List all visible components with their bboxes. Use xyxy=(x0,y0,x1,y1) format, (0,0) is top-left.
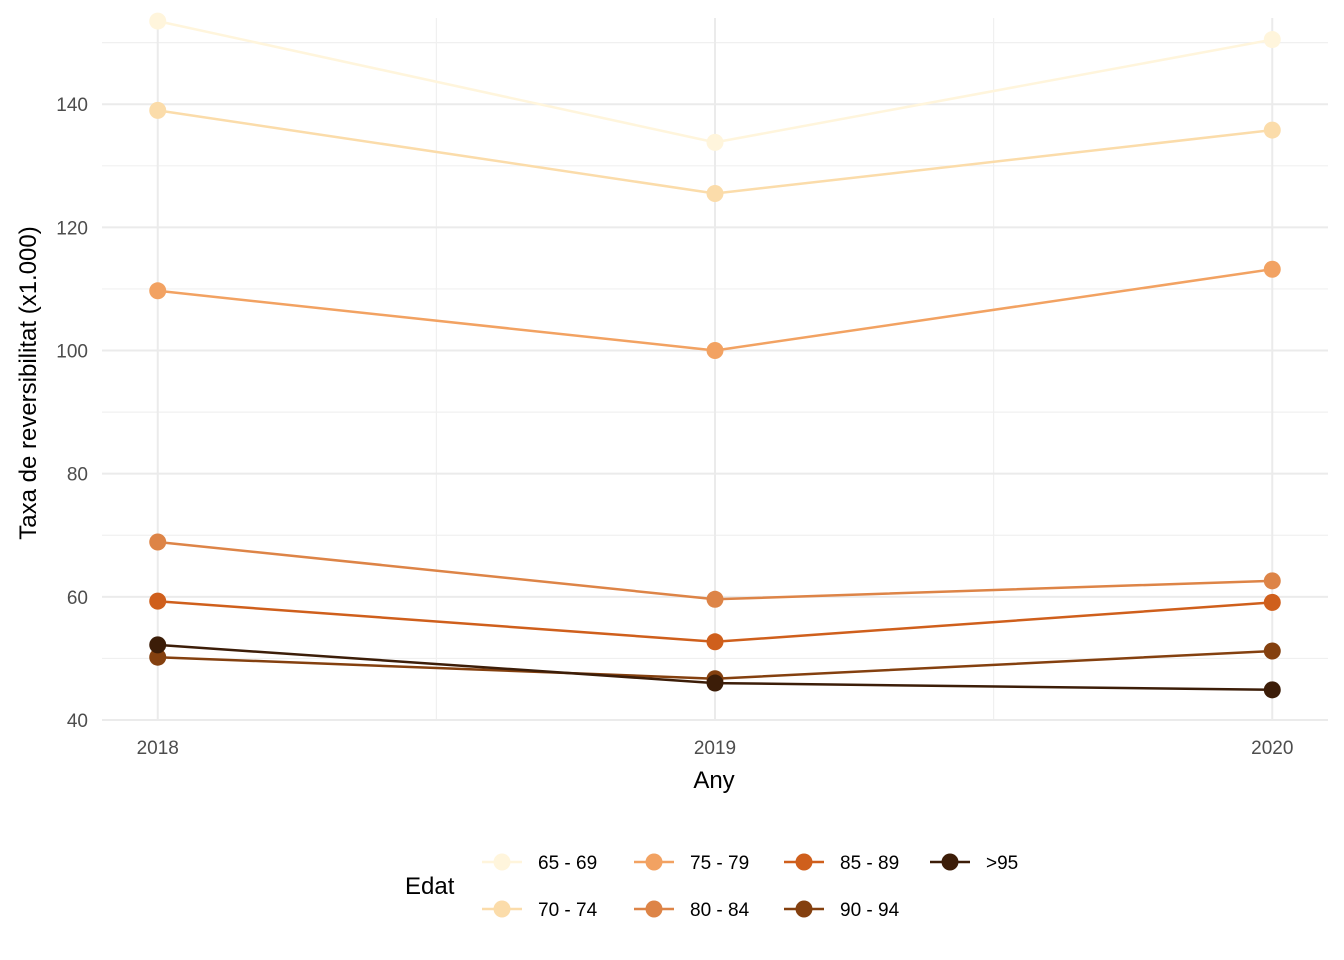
data-point xyxy=(1263,681,1281,699)
y-tick-label: 80 xyxy=(67,465,88,486)
data-point xyxy=(706,590,724,608)
data-point xyxy=(1263,31,1281,49)
legend-label: 65 - 69 xyxy=(538,853,597,874)
legend: Edat 65 - 69 70 - 74 75 - 79 80 - 84 85 - 89… xyxy=(405,853,1018,921)
y-axis-ticks: 40 60 80 100 120 140 xyxy=(56,95,88,732)
series-3 xyxy=(149,260,1281,360)
legend-item: 80 - 84 xyxy=(634,900,750,921)
data-point xyxy=(1263,572,1281,590)
series-layer xyxy=(149,12,1281,699)
data-point xyxy=(149,592,167,610)
x-tick-label: 2020 xyxy=(1251,738,1293,759)
legend-item: 90 - 94 xyxy=(784,900,900,921)
y-tick-label: 100 xyxy=(56,342,88,363)
legend-key-point xyxy=(645,853,663,871)
legend-item: 70 - 74 xyxy=(482,900,598,921)
y-tick-label: 120 xyxy=(56,218,88,239)
x-tick-label: 2018 xyxy=(137,738,179,759)
series-7 xyxy=(149,636,1281,699)
y-axis-title: Taxa de reversibilitat (x1.000) xyxy=(15,226,42,539)
series-5 xyxy=(149,592,1281,651)
data-point xyxy=(1263,121,1281,139)
legend-label: 70 - 74 xyxy=(538,900,598,921)
data-point xyxy=(1263,642,1281,660)
legend-label: 75 - 79 xyxy=(690,853,749,874)
y-tick-label: 140 xyxy=(56,95,88,116)
data-point xyxy=(706,185,724,202)
series-2 xyxy=(149,101,1281,202)
legend-key-point xyxy=(795,900,813,918)
legend-key-point xyxy=(493,853,511,871)
legend-key-point xyxy=(795,853,813,871)
major-gridlines xyxy=(102,18,1328,721)
data-point xyxy=(706,133,724,151)
legend-title: Edat xyxy=(405,873,455,900)
y-tick-label: 60 xyxy=(67,588,88,609)
legend-label: 80 - 84 xyxy=(690,900,750,921)
data-point xyxy=(706,633,724,651)
legend-item: 75 - 79 xyxy=(634,853,749,874)
x-axis-title: Any xyxy=(693,767,734,794)
legend-label: >95 xyxy=(986,853,1018,874)
data-point xyxy=(149,12,167,30)
legend-item: >95 xyxy=(930,853,1018,874)
data-point xyxy=(1263,260,1281,278)
data-point xyxy=(149,533,167,551)
legend-item: 65 - 69 xyxy=(482,853,597,874)
legend-key-point xyxy=(493,900,511,918)
legend-label: 90 - 94 xyxy=(840,900,900,921)
series-4 xyxy=(149,533,1281,608)
y-tick-label: 40 xyxy=(67,711,88,732)
data-point xyxy=(149,636,167,654)
legend-key-point xyxy=(645,900,663,918)
x-tick-label: 2019 xyxy=(694,738,736,759)
data-point xyxy=(706,342,724,360)
data-point xyxy=(149,101,167,119)
series-1 xyxy=(149,12,1281,151)
legend-item: 85 - 89 xyxy=(784,853,899,874)
legend-key-point xyxy=(941,853,959,871)
data-point xyxy=(706,674,724,692)
data-point xyxy=(149,648,167,666)
data-point xyxy=(149,282,167,300)
data-point xyxy=(1263,593,1281,611)
x-axis-ticks: 2018 2019 2020 xyxy=(137,738,1294,759)
legend-label: 85 - 89 xyxy=(840,853,899,874)
